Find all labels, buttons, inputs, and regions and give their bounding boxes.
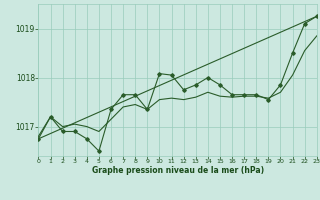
X-axis label: Graphe pression niveau de la mer (hPa): Graphe pression niveau de la mer (hPa) [92,166,264,175]
